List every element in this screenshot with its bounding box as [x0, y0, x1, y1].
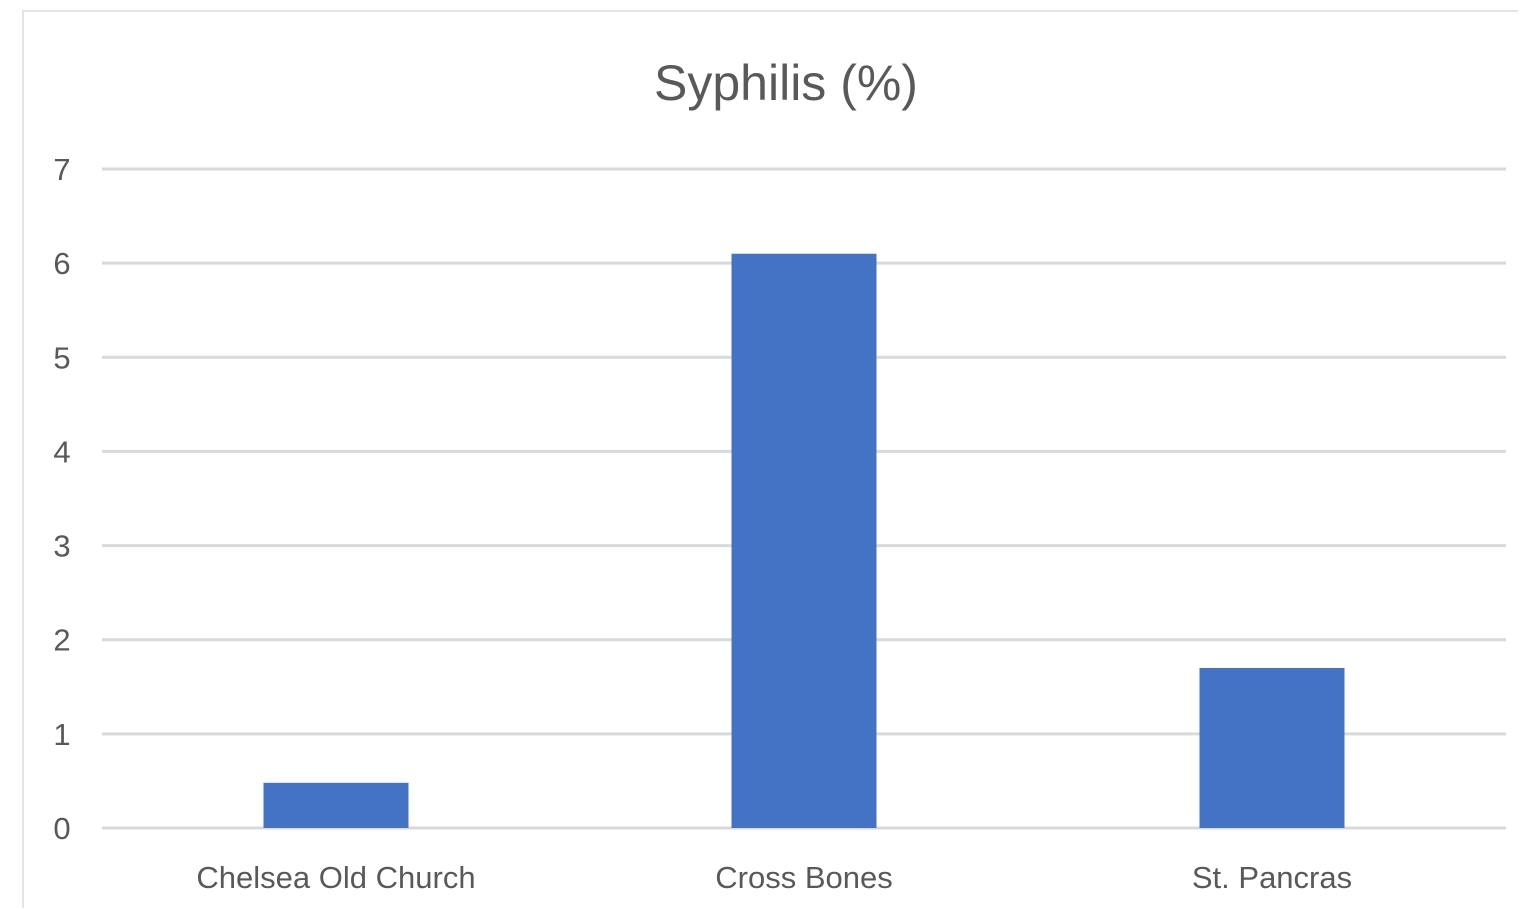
bar-st-pancras: [1200, 668, 1345, 828]
y-tick-label-7: 7: [53, 152, 70, 187]
y-tick-label-3: 3: [53, 529, 70, 564]
y-axis-ticks: 0 1 2 3 4 5 6 7: [53, 152, 70, 846]
y-tick-label-6: 6: [53, 246, 70, 281]
y-tick-label-2: 2: [53, 623, 70, 658]
y-tick-label-0: 0: [53, 811, 70, 846]
x-tick-label: St. Pancras: [1192, 860, 1352, 895]
bar-cross-bones: [732, 254, 877, 828]
bar-chelsea-old-church: [264, 783, 409, 828]
y-tick-label-5: 5: [53, 340, 70, 375]
x-axis-ticks: Chelsea Old Church Cross Bones St. Pancras: [196, 860, 1352, 895]
x-tick-label: Cross Bones: [715, 860, 892, 895]
chart-title: Syphilis (%): [654, 55, 918, 111]
y-tick-label-1: 1: [53, 717, 70, 752]
x-tick-label: Chelsea Old Church: [196, 860, 475, 895]
y-tick-label-4: 4: [53, 434, 70, 469]
bars: [264, 254, 1345, 828]
